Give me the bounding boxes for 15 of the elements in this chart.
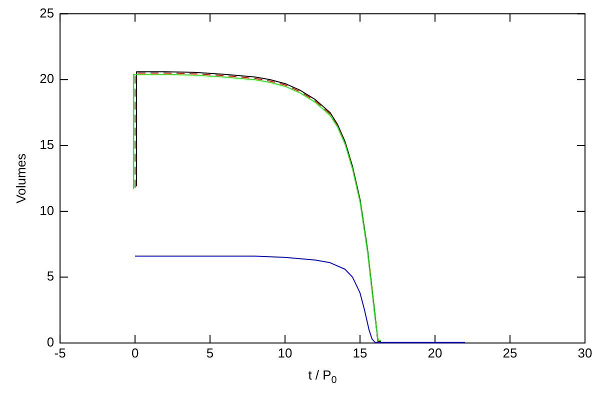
x-tick-label: 15: [352, 345, 368, 360]
y-tick-label: 5: [46, 268, 54, 284]
x-tick-label: 20: [428, 345, 442, 360]
x-tick-label: 0: [131, 345, 139, 360]
y-tick-label: 0: [46, 334, 54, 350]
x-tick-label: 25: [502, 345, 518, 360]
y-tick-label: 10: [40, 202, 54, 218]
y-tick-label: 15: [40, 137, 54, 152]
x-tick-label: 30: [578, 345, 592, 360]
x-tick-label: 10: [278, 345, 292, 360]
y-tick-label: 20: [40, 71, 54, 86]
y-axis-title: Volumes: [13, 152, 28, 204]
x-tick-label: -5: [54, 345, 66, 360]
y-tick-label: 25: [40, 5, 54, 20]
x-tick-label: 5: [206, 345, 214, 360]
